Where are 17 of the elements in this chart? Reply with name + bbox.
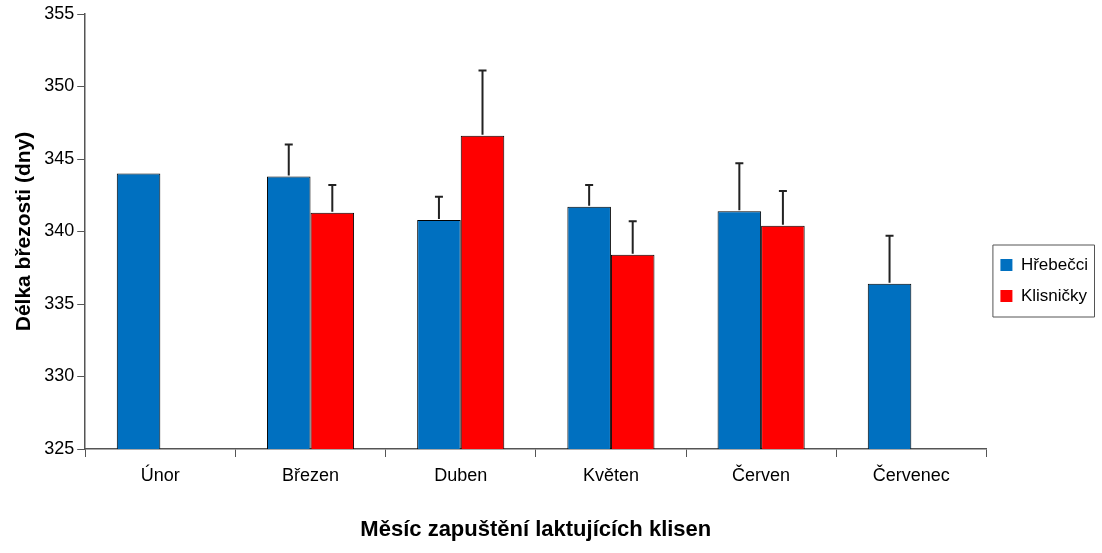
y-axis-title: Délka březosti (dny) <box>11 131 35 332</box>
x-tick-label: Květen <box>582 464 639 485</box>
x-tick-label: Červen <box>732 463 791 485</box>
x-tick-label: Březen <box>282 464 340 485</box>
x-axis-title: Měsíc zapuštění laktujících klisen <box>360 515 712 541</box>
x-tick-label: Duben <box>434 464 488 485</box>
y-tick-label: 325 <box>44 437 75 458</box>
y-tick-label: 350 <box>44 75 75 96</box>
x-tick-label: Únor <box>140 463 180 485</box>
y-tick-label: 345 <box>44 147 75 168</box>
x-tick-label: Červenec <box>872 463 950 485</box>
y-tick-label: 330 <box>44 365 75 386</box>
legend-label: Klisničky <box>1020 285 1088 305</box>
y-tick-label: 335 <box>44 292 75 313</box>
y-tick-label: 340 <box>44 220 75 241</box>
legend-label: Hřebečci <box>1020 254 1089 274</box>
y-tick-label: 355 <box>44 2 75 23</box>
